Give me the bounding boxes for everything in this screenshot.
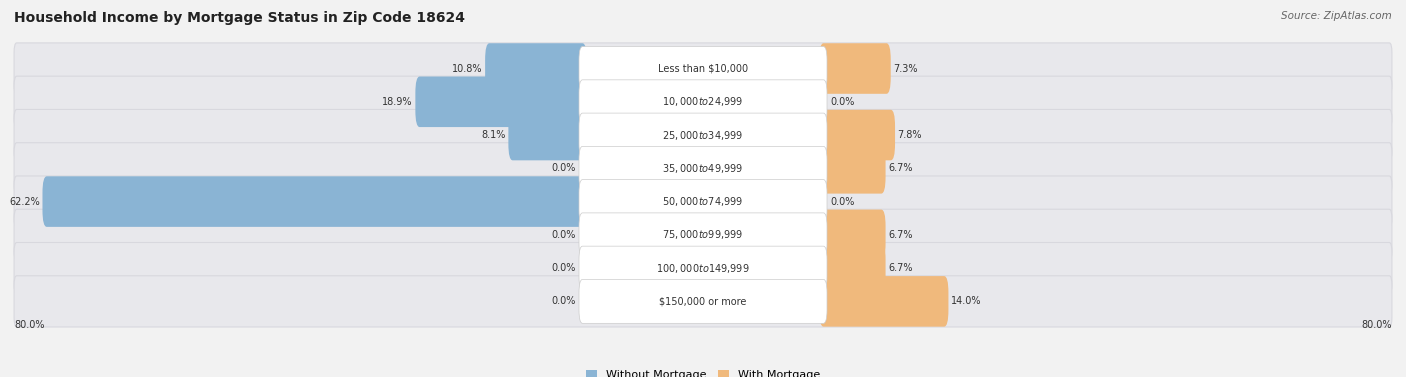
Text: 6.7%: 6.7% <box>889 163 912 173</box>
Text: 80.0%: 80.0% <box>14 320 45 329</box>
FancyBboxPatch shape <box>14 109 1392 161</box>
Text: 0.0%: 0.0% <box>551 296 575 307</box>
FancyBboxPatch shape <box>14 276 1392 327</box>
FancyBboxPatch shape <box>820 143 886 194</box>
Text: 7.8%: 7.8% <box>897 130 922 140</box>
FancyBboxPatch shape <box>820 43 891 94</box>
FancyBboxPatch shape <box>820 243 886 293</box>
Text: Household Income by Mortgage Status in Zip Code 18624: Household Income by Mortgage Status in Z… <box>14 11 465 25</box>
FancyBboxPatch shape <box>14 176 1392 227</box>
Text: Less than $10,000: Less than $10,000 <box>658 64 748 74</box>
FancyBboxPatch shape <box>509 110 586 160</box>
FancyBboxPatch shape <box>14 209 1392 261</box>
FancyBboxPatch shape <box>579 113 827 157</box>
Text: $75,000 to $99,999: $75,000 to $99,999 <box>662 228 744 241</box>
FancyBboxPatch shape <box>14 143 1392 194</box>
FancyBboxPatch shape <box>14 76 1392 127</box>
Text: 0.0%: 0.0% <box>551 263 575 273</box>
Text: 0.0%: 0.0% <box>551 230 575 240</box>
Text: 0.0%: 0.0% <box>551 163 575 173</box>
FancyBboxPatch shape <box>579 279 827 323</box>
FancyBboxPatch shape <box>820 110 896 160</box>
FancyBboxPatch shape <box>14 43 1392 94</box>
FancyBboxPatch shape <box>820 276 949 326</box>
FancyBboxPatch shape <box>14 242 1392 294</box>
Legend: Without Mortgage, With Mortgage: Without Mortgage, With Mortgage <box>582 366 824 377</box>
Text: $100,000 to $149,999: $100,000 to $149,999 <box>657 262 749 274</box>
Text: $50,000 to $74,999: $50,000 to $74,999 <box>662 195 744 208</box>
Text: $10,000 to $24,999: $10,000 to $24,999 <box>662 95 744 108</box>
FancyBboxPatch shape <box>42 176 586 227</box>
FancyBboxPatch shape <box>415 77 586 127</box>
Text: Source: ZipAtlas.com: Source: ZipAtlas.com <box>1281 11 1392 21</box>
FancyBboxPatch shape <box>820 210 886 260</box>
Text: $150,000 or more: $150,000 or more <box>659 296 747 307</box>
Text: $25,000 to $34,999: $25,000 to $34,999 <box>662 129 744 141</box>
FancyBboxPatch shape <box>579 246 827 290</box>
Text: 62.2%: 62.2% <box>10 196 39 207</box>
Text: 0.0%: 0.0% <box>831 97 855 107</box>
FancyBboxPatch shape <box>579 179 827 224</box>
Text: 18.9%: 18.9% <box>382 97 413 107</box>
FancyBboxPatch shape <box>579 146 827 190</box>
FancyBboxPatch shape <box>579 213 827 257</box>
Text: 6.7%: 6.7% <box>889 263 912 273</box>
FancyBboxPatch shape <box>579 47 827 90</box>
Text: 6.7%: 6.7% <box>889 230 912 240</box>
Text: 14.0%: 14.0% <box>950 296 981 307</box>
Text: $35,000 to $49,999: $35,000 to $49,999 <box>662 162 744 175</box>
FancyBboxPatch shape <box>485 43 586 94</box>
Text: 8.1%: 8.1% <box>481 130 506 140</box>
FancyBboxPatch shape <box>579 80 827 124</box>
Text: 10.8%: 10.8% <box>453 64 482 74</box>
Text: 7.3%: 7.3% <box>893 64 918 74</box>
Text: 0.0%: 0.0% <box>831 196 855 207</box>
Text: 80.0%: 80.0% <box>1361 320 1392 329</box>
